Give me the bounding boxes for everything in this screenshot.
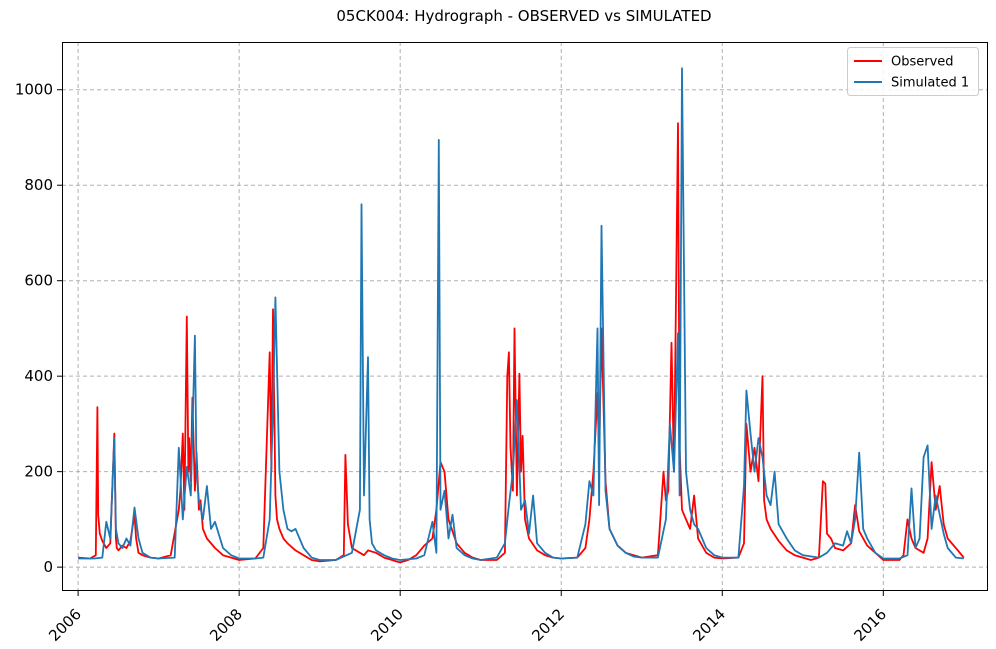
y-tick-label: 1000 <box>15 81 53 99</box>
y-tick-label: 800 <box>24 176 53 194</box>
y-tick-label: 0 <box>43 558 53 576</box>
y-tick-label: 400 <box>24 367 53 385</box>
legend-label-observed: Observed <box>891 55 954 70</box>
legend-box <box>847 47 979 96</box>
plot-frame <box>62 42 988 591</box>
legend-label-simulated-1: Simulated 1 <box>891 76 969 91</box>
y-tick-label: 200 <box>24 463 53 481</box>
grid-lines <box>62 42 988 591</box>
chart-title: 05CK004: Hydrograph - OBSERVED vs SIMULA… <box>336 7 711 25</box>
series-line-simulated-1 <box>78 67 964 561</box>
series-line-observed <box>78 122 965 564</box>
legend: Observed Simulated 1 <box>847 47 979 96</box>
series-lines <box>78 67 965 564</box>
y-tick-label: 600 <box>24 272 53 290</box>
